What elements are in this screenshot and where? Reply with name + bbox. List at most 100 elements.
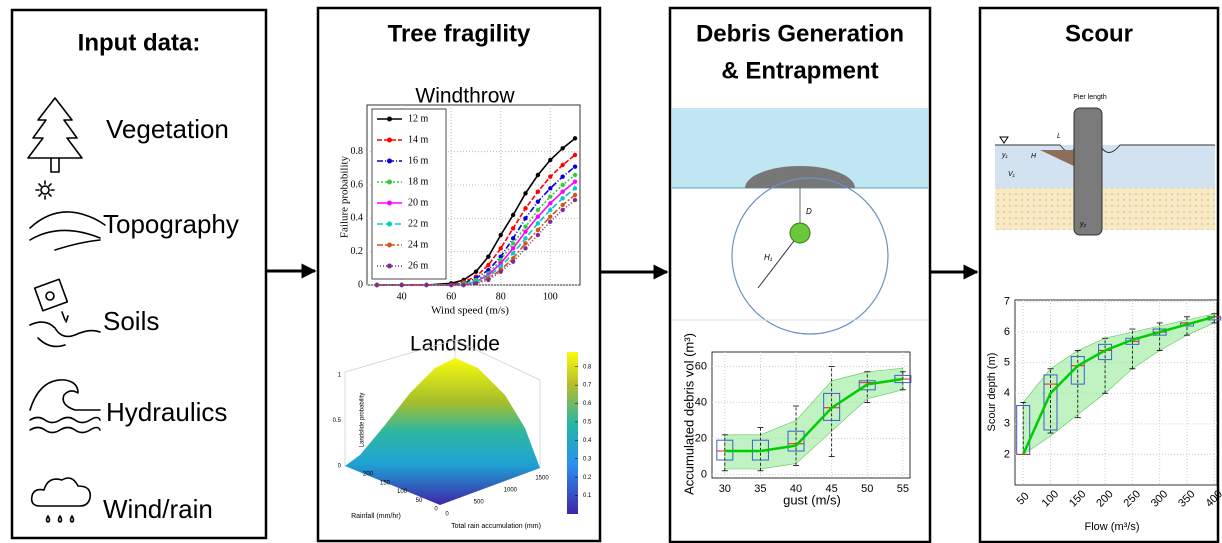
z-tick-label: 0.5 — [333, 418, 342, 424]
x-tick-label: 150 — [380, 480, 391, 486]
point — [536, 173, 540, 177]
point — [548, 174, 552, 178]
legend-label: 22 m — [408, 218, 429, 229]
point — [523, 229, 527, 233]
sketch-label: y₂ — [1079, 221, 1087, 228]
point — [548, 194, 552, 198]
point — [573, 198, 577, 202]
sketch-label: y₁ — [1001, 152, 1009, 159]
legend-label: 24 m — [408, 239, 429, 250]
colorbar-tick-label: 0.7 — [583, 383, 592, 389]
legend-marker — [387, 159, 392, 164]
item-label: Hydraulics — [106, 397, 227, 427]
sediment — [995, 188, 1215, 230]
point — [548, 219, 552, 223]
legend-marker — [387, 222, 392, 227]
pier — [1074, 108, 1102, 235]
point — [511, 259, 515, 263]
point — [573, 173, 577, 177]
point — [461, 283, 465, 287]
legend-marker — [387, 138, 392, 143]
point — [560, 203, 564, 207]
x-tick-label: 55 — [897, 483, 909, 495]
colorbar-tick-label: 0.8 — [583, 364, 592, 370]
point — [474, 269, 478, 273]
y-tick-label: 4 — [1004, 387, 1010, 399]
point — [511, 241, 515, 245]
item-label: Wind/rain — [103, 494, 213, 524]
colorbar-tick-label: 0.2 — [583, 475, 592, 481]
colorbar — [567, 352, 578, 514]
x-tick-label: 40 — [397, 291, 407, 302]
x-tick-label: 35 — [754, 483, 766, 495]
point — [511, 213, 515, 217]
point — [523, 236, 527, 240]
point — [486, 278, 490, 282]
x-axis-label: Wind speed (m/s) — [431, 305, 509, 317]
item-label: Vegetation — [106, 114, 229, 144]
point — [536, 221, 540, 225]
point — [573, 136, 577, 140]
point — [560, 146, 564, 150]
y-tick-label: 0.2 — [351, 246, 364, 257]
y-tick-label: 3 — [1004, 418, 1010, 430]
point — [474, 281, 478, 285]
sketch-label: L — [1057, 133, 1061, 140]
y-tick-label: 60 — [695, 360, 707, 372]
panel-title: Input data: — [78, 29, 201, 56]
point — [573, 193, 577, 197]
colorbar-tick-label: 0.1 — [583, 493, 592, 499]
x-tick-label: 50 — [416, 498, 423, 504]
point — [560, 189, 564, 193]
x-tick-label: 30 — [719, 483, 731, 495]
point — [449, 283, 453, 287]
point — [548, 201, 552, 205]
y-tick-label: 20 — [695, 432, 707, 444]
y-axis-label: Failure probability — [339, 155, 351, 238]
point — [573, 179, 577, 183]
y-tick-label: 0.6 — [351, 179, 364, 190]
point — [548, 186, 552, 190]
legend-marker — [387, 264, 392, 269]
panel-title: & Entrapment — [721, 57, 878, 84]
y-tick-label: 1000 — [504, 488, 518, 494]
x-axis-label: Rainfall (mm/hr) — [351, 513, 401, 520]
point — [523, 206, 527, 210]
point — [511, 246, 515, 250]
item-label: Topography — [103, 209, 239, 239]
point — [560, 196, 564, 200]
point — [573, 164, 577, 168]
point — [511, 236, 515, 240]
workflow-diagram: Input data: Vegetation Topography Soils … — [0, 0, 1222, 543]
point — [375, 283, 379, 287]
sketch-label: D — [806, 207, 812, 216]
legend-label: 20 m — [408, 197, 429, 208]
y-tick-label: 6 — [1004, 326, 1010, 338]
panel-title: Scour — [1065, 20, 1133, 47]
point — [573, 186, 577, 190]
y-axis-label: Total rain accumulation (mm) — [451, 523, 541, 530]
point — [536, 189, 540, 193]
x-tick-label: 100 — [543, 291, 558, 302]
point — [536, 233, 540, 237]
y-tick-label: 0.8 — [351, 146, 364, 157]
legend-marker — [387, 201, 392, 206]
z-axis-label: Landslide probability — [360, 393, 366, 448]
x-tick-label: 60 — [446, 291, 456, 302]
point — [560, 163, 564, 167]
x-axis-label: Flow (m³/s) — [1085, 521, 1140, 533]
legend-marker — [387, 243, 392, 248]
point — [573, 153, 577, 157]
sketch-label: Pier length — [1073, 94, 1107, 101]
y-tick-label: 7 — [1004, 295, 1010, 307]
point — [536, 199, 540, 203]
point — [523, 216, 527, 220]
item-label: Soils — [103, 306, 159, 336]
y-axis-label: Accumulated debris vol (m³) — [681, 333, 696, 495]
x-tick-label: 50 — [861, 483, 873, 495]
point — [536, 214, 540, 218]
point — [560, 183, 564, 187]
y-tick-label: 500 — [474, 500, 485, 506]
legend-label: 26 m — [408, 260, 429, 271]
panel-title: Tree fragility — [388, 20, 531, 47]
